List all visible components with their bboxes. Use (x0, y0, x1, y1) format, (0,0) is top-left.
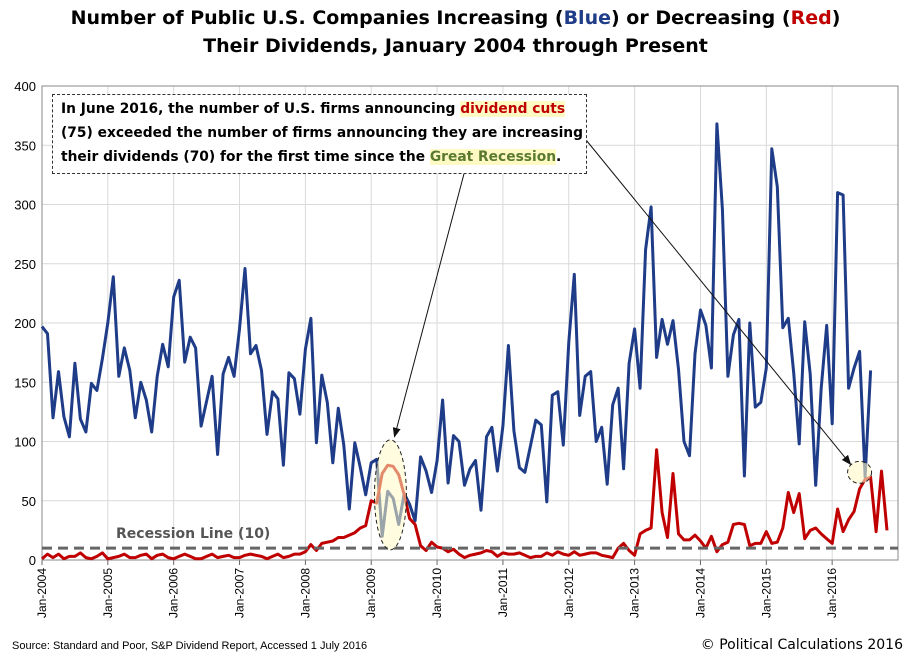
x-tick-label: Jan-2004 (35, 568, 49, 618)
annotation-overlays (373, 134, 873, 551)
arrow-to-june-2016 (581, 134, 852, 466)
y-tick-label: 0 (29, 553, 36, 568)
y-tick-label: 400 (14, 79, 36, 94)
x-tick-label: Jan-2005 (101, 568, 115, 618)
x-tick-label: Jan-2008 (298, 568, 312, 618)
x-tick-label: Jan-2013 (628, 568, 642, 618)
plot-frame (41, 85, 899, 561)
copyright-note: © Political Calculations 2016 (700, 637, 903, 653)
y-tick-label: 300 (14, 198, 36, 213)
annotation-highlight-great-recession: Great Recession (429, 149, 557, 165)
decreasing-dividends-line (41, 448, 889, 561)
x-tick-label: Jan-2010 (430, 568, 444, 618)
y-tick-label: 50 (22, 494, 36, 509)
y-tick-label: 100 (14, 435, 36, 450)
title-red-word: Red (790, 7, 832, 29)
x-tick-label: Jan-2014 (693, 568, 707, 618)
x-tick-label: Jan-2011 (496, 568, 510, 617)
y-tick-label: 350 (14, 138, 36, 153)
title-mid: ) or Decreasing ( (611, 7, 791, 29)
x-tick-label: Jan-2012 (562, 568, 576, 618)
x-tick-label: Jan-2016 (825, 568, 839, 618)
y-tick-label: 250 (14, 257, 36, 272)
x-tick-label: Jan-2007 (233, 568, 247, 618)
annotation-text-3: . (556, 149, 562, 165)
recession-line-label: Recession Line (10) (116, 526, 270, 542)
june-2016-highlight-ellipse (847, 460, 873, 484)
title-prefix: Number of Public U.S. Companies Increasi… (70, 7, 564, 29)
x-tick-label: Jan-2009 (364, 568, 378, 618)
chart-title-line1: Number of Public U.S. Companies Increasi… (0, 4, 911, 32)
source-note: Source: Standard and Poor, S&P Dividend … (12, 640, 368, 652)
y-tick-label: 150 (14, 375, 36, 390)
title-suffix: ) (831, 7, 841, 29)
increasing-dividends-line (40, 122, 873, 538)
annotation-box: In June 2016, the number of U.S. firms a… (52, 94, 587, 174)
annotation-text-2: (75) exceeded the number of firms announ… (61, 125, 583, 165)
great-recession-highlight-ellipse (373, 439, 407, 551)
y-tick-label: 200 (14, 316, 36, 331)
title-blue-word: Blue (563, 7, 611, 29)
annotation-highlight-dividend-cuts: dividend cuts (460, 101, 566, 117)
x-axis-ticks: Jan-2004 Jan-2005 Jan-2006 Jan-2007 Jan-2008… (35, 560, 839, 618)
chart-title-line2: Their Dividends, January 2004 through Pr… (203, 35, 708, 57)
y-axis-ticks: 0 50 100 150 200 250 300 350 400 (14, 79, 36, 568)
arrow-to-recession (392, 169, 466, 438)
chart-title: Number of Public U.S. Companies Increasi… (0, 4, 911, 60)
series-lines (40, 122, 889, 561)
x-tick-label: Jan-2015 (759, 568, 773, 618)
annotation-text-1: In June 2016, the number of U.S. firms a… (61, 101, 461, 117)
x-tick-label: Jan-2006 (167, 568, 181, 618)
